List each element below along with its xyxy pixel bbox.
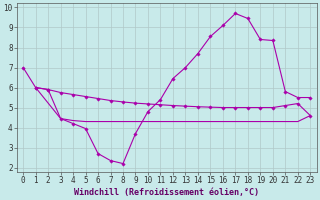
X-axis label: Windchill (Refroidissement éolien,°C): Windchill (Refroidissement éolien,°C) xyxy=(74,188,259,197)
